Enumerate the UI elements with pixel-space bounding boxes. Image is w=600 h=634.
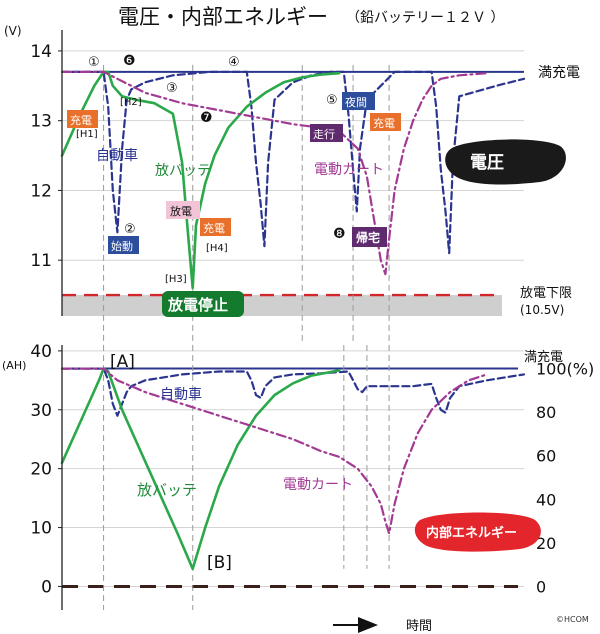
voltage-label-car: 自動車	[96, 147, 138, 164]
energy-label-B: [B]	[207, 553, 232, 573]
energy-full-charge-label: 満充電	[524, 349, 563, 365]
energy-box	[414, 512, 541, 552]
y2-tick-label: 60	[536, 447, 556, 466]
tag-discharge-label: 放電	[170, 204, 192, 218]
tag-drive	[310, 124, 343, 142]
marker-4: ④	[228, 55, 240, 70]
voltage-label-battery: 放バッテ	[155, 163, 211, 179]
tag-start	[108, 236, 139, 254]
y-tick-label: 40	[30, 342, 52, 362]
chart-subtitle: （鉛バッテリー１２Ｖ ）	[346, 10, 504, 26]
energy-y-ticks: 0 10 20 30 40	[30, 342, 62, 597]
y-tick-label: 11	[30, 251, 52, 271]
y-tick-label: 13	[30, 112, 52, 132]
energy-label-cart: 電動カート	[283, 477, 353, 493]
copyright: ©HCOM	[556, 615, 589, 624]
voltage-grid	[62, 50, 524, 261]
energy-label-battery: 放バッテ	[137, 481, 197, 499]
voltage-y-ticks: 11 12 13 14	[30, 42, 62, 271]
marker-3: ③	[166, 81, 178, 96]
marker-H3: [H3]	[165, 274, 187, 285]
series-line-dashdot	[60, 70, 489, 276]
energy-panel: (AH) 0 10 20 30 40 0 20 40 60 80 100(%) 満充電 [A] […	[2, 342, 594, 624]
series-line-dashed	[60, 70, 526, 255]
tag-charge-3-label: 充電	[373, 116, 395, 130]
tag-charge-1	[67, 110, 98, 128]
series-line-dashdot	[60, 367, 489, 535]
y2-tick-label: 20	[536, 534, 556, 553]
tag-start-label: 始動	[111, 239, 133, 253]
time-label: 時間	[406, 619, 432, 634]
y-tick-label: 0	[41, 577, 52, 597]
voltage-panel: (V) 11 12 13 14 満充電 放電下限 (10.5V) 自動車 放バッテ 電…	[4, 24, 580, 345]
y-tick-label: 30	[30, 401, 52, 421]
marker-H2: [H2]	[120, 97, 142, 108]
y-tick-label: 14	[30, 42, 52, 62]
tag-discharge	[166, 201, 200, 219]
energy-box-label: 内部エネルギー	[426, 525, 517, 541]
discharge-stop-label: 放電停止	[167, 296, 228, 314]
energy-reference-lines	[62, 367, 518, 588]
tag-drive-label: 走行	[313, 128, 335, 141]
marker-6: ❻	[123, 53, 136, 69]
voltage-y-axis-label: (V)	[4, 24, 22, 38]
y2-tick-label: 0	[536, 577, 546, 596]
voltage-box	[445, 139, 566, 185]
voltage-label-cart: 電動カート	[314, 162, 384, 178]
energy-y2-ticks: 0 20 40 60 80 100(%)	[536, 360, 594, 597]
discharge-limit-band	[62, 295, 502, 316]
voltage-full-charge-label: 満充電	[538, 65, 580, 81]
tag-home-label: 帰宅	[356, 230, 380, 245]
tag-charge-1-label: 充電	[70, 113, 92, 127]
energy-series	[60, 367, 526, 571]
tag-night	[342, 92, 375, 110]
marker-5: ⑤	[326, 93, 338, 108]
discharge-stop-box	[162, 291, 244, 317]
marker-8: ❽	[333, 226, 346, 242]
voltage-box-label: 電圧	[470, 153, 504, 173]
voltage-reference-lines	[62, 70, 524, 297]
y2-tick-label: 80	[536, 403, 556, 422]
discharge-limit-label: 放電下限	[520, 286, 572, 301]
energy-y-axis-label: (AH)	[2, 359, 26, 372]
energy-label-car: 自動車	[160, 386, 202, 403]
tag-home	[352, 227, 387, 247]
tag-charge-3	[370, 113, 401, 131]
tag-night-label: 夜間	[345, 95, 367, 109]
tag-charge-2	[200, 218, 231, 236]
y2-tick-label: 100(%)	[536, 360, 594, 379]
energy-label-A: [A]	[110, 352, 135, 372]
marker-H4: [H4]	[206, 243, 228, 254]
discharge-limit-value: (10.5V)	[520, 303, 564, 317]
y-tick-label: 20	[30, 460, 52, 480]
marker-7: ❼	[200, 110, 213, 126]
series-line-dashed	[60, 367, 526, 417]
y-tick-label: 12	[30, 181, 52, 201]
marker-H1: [H1]	[76, 129, 98, 140]
tag-charge-2-label: 充電	[203, 221, 225, 235]
chart-title: 電圧・内部エネルギー	[118, 5, 328, 29]
marker-2: ②	[124, 222, 136, 237]
y-tick-label: 10	[30, 519, 52, 539]
y2-tick-label: 40	[536, 490, 556, 509]
marker-1: ①	[88, 55, 100, 70]
